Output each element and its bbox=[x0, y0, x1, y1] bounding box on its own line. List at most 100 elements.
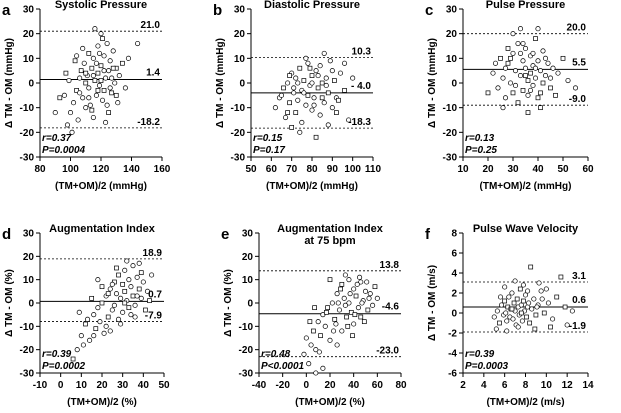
x-tick-label: 14 bbox=[582, 380, 594, 391]
data-point bbox=[283, 114, 289, 121]
data-point bbox=[122, 300, 128, 306]
data-point bbox=[92, 26, 98, 32]
data-point bbox=[334, 342, 340, 348]
data-point bbox=[291, 85, 297, 91]
y-tick-label: -10 bbox=[20, 322, 35, 333]
data-point bbox=[532, 326, 538, 332]
data-point bbox=[135, 40, 141, 47]
data-point bbox=[116, 272, 121, 278]
r-value-label: r=0.39 bbox=[465, 349, 495, 360]
lower-limit-label: -18.2 bbox=[137, 117, 160, 128]
data-point bbox=[342, 302, 348, 308]
x-tick-label: 90 bbox=[327, 164, 339, 175]
data-point bbox=[346, 300, 352, 306]
data-point bbox=[317, 63, 323, 69]
data-point bbox=[106, 68, 112, 74]
x-axis-label: (TM+OM)/2 (mmHg) bbox=[480, 181, 572, 192]
data-point bbox=[505, 46, 511, 51]
data-point bbox=[110, 65, 116, 71]
data-point bbox=[530, 82, 536, 89]
data-point bbox=[91, 333, 97, 339]
data-point bbox=[149, 272, 155, 278]
panel-letter: a bbox=[2, 2, 11, 19]
y-tick-label: -30 bbox=[443, 153, 458, 164]
x-tick-label: 30 bbox=[117, 380, 129, 391]
data-point bbox=[101, 330, 107, 336]
data-point bbox=[350, 75, 356, 81]
data-point bbox=[538, 105, 543, 111]
y-tick-label: 20 bbox=[23, 29, 35, 40]
x-tick-label: -10 bbox=[33, 380, 48, 391]
data-point bbox=[517, 73, 524, 79]
x-tick-label: 100 bbox=[62, 164, 79, 175]
data-point bbox=[122, 85, 128, 91]
data-point bbox=[510, 50, 516, 56]
data-point bbox=[529, 306, 535, 312]
x-tick-label: 60 bbox=[582, 164, 594, 175]
y-tick-label: 0 bbox=[451, 309, 457, 320]
data-point bbox=[316, 349, 322, 355]
data-point bbox=[553, 92, 558, 98]
data-point bbox=[522, 65, 529, 71]
mean-label: 0.6 bbox=[572, 295, 586, 306]
data-point bbox=[103, 119, 109, 126]
panel-letter: e bbox=[221, 226, 229, 243]
data-point bbox=[345, 323, 351, 329]
data-point bbox=[506, 294, 512, 300]
data-point bbox=[339, 328, 345, 334]
data-point bbox=[498, 302, 505, 308]
data-point bbox=[90, 73, 96, 79]
data-point bbox=[120, 309, 126, 315]
panel-letter: d bbox=[2, 226, 11, 243]
data-point bbox=[134, 293, 140, 299]
data-point bbox=[295, 80, 301, 86]
data-point bbox=[308, 342, 314, 348]
data-point bbox=[301, 78, 307, 83]
data-point bbox=[560, 55, 566, 61]
data-point bbox=[109, 75, 115, 81]
y-tick-label: 30 bbox=[446, 5, 458, 16]
y-tick-label: 0 bbox=[28, 79, 34, 90]
data-point bbox=[512, 278, 518, 284]
data-point bbox=[350, 333, 355, 339]
data-point bbox=[518, 310, 524, 316]
x-axis-label: (TM+OM)/2 (m/s) bbox=[486, 397, 564, 408]
lower-limit-label: -23.0 bbox=[376, 346, 399, 357]
data-point bbox=[550, 65, 556, 71]
data-point bbox=[95, 88, 101, 93]
chart-panel-c: c Pulse Pressure -30 -20 -10 0 10 20 30 10 20 30 40 5… bbox=[425, 0, 594, 192]
data-point bbox=[541, 310, 547, 316]
y-axis-label: Δ TM - OM (mmHg) bbox=[215, 38, 226, 128]
data-point bbox=[537, 68, 544, 74]
upper-limit-label: 10.3 bbox=[352, 47, 372, 58]
x-tick-label: 80 bbox=[34, 164, 46, 175]
data-point bbox=[512, 68, 519, 74]
data-point bbox=[98, 31, 104, 37]
mean-label: 1.4 bbox=[146, 68, 160, 79]
data-point bbox=[550, 316, 556, 322]
data-point bbox=[115, 316, 122, 322]
data-point bbox=[318, 333, 323, 339]
data-point bbox=[518, 302, 524, 308]
x-tick-label: 20 bbox=[324, 380, 336, 391]
data-point bbox=[315, 319, 321, 325]
y-tick-label: -10 bbox=[239, 322, 254, 333]
data-point bbox=[311, 328, 316, 334]
data-point bbox=[293, 75, 299, 81]
data-point bbox=[122, 267, 128, 273]
data-point bbox=[101, 68, 107, 74]
y-tick-label: -20 bbox=[20, 345, 35, 356]
data-point bbox=[136, 260, 142, 266]
mean-label: 0.7 bbox=[148, 289, 162, 300]
data-point bbox=[491, 314, 497, 320]
data-point bbox=[522, 45, 529, 52]
data-point bbox=[147, 298, 152, 304]
data-point bbox=[545, 300, 551, 306]
data-point bbox=[521, 298, 526, 304]
data-point bbox=[505, 60, 511, 66]
data-point bbox=[138, 295, 144, 301]
data-point bbox=[278, 92, 285, 98]
data-point bbox=[136, 286, 142, 292]
data-point bbox=[558, 274, 564, 280]
